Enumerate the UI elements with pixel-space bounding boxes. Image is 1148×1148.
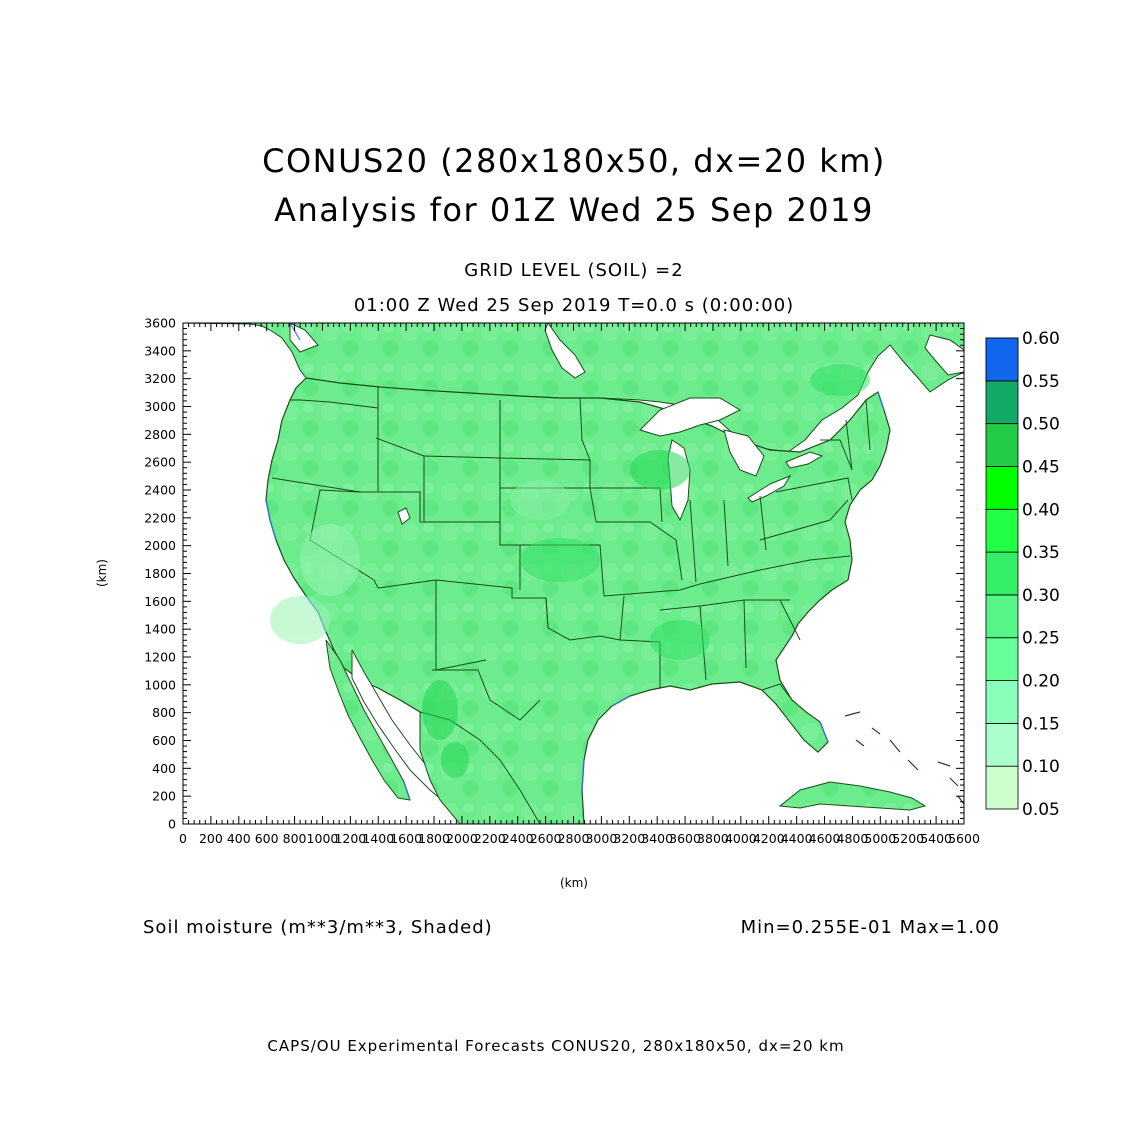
colorbar-label: 0.25 <box>1022 629 1060 649</box>
footer-credit: CAPS/OU Experimental Forecasts CONUS20, … <box>267 1037 844 1055</box>
lake-erie <box>747 474 792 503</box>
x-tick-label: 1400 <box>362 831 394 846</box>
colorbar: 0.05 0.10 0.15 0.20 0.25 0.30 0.35 0.40 0.45 0.50… <box>985 329 1060 820</box>
y-tick-label: 3000 <box>144 399 176 414</box>
y-tick-label: 800 <box>152 705 176 720</box>
mexico-land <box>419 711 541 824</box>
x-tick-label: 2600 <box>530 831 562 846</box>
colorbar-label: 0.15 <box>1022 714 1060 734</box>
min-max-label: Min=0.255E-01 Max=1.00 <box>741 917 1000 938</box>
x-tick-label: 5200 <box>892 831 924 846</box>
colorbar-label: 0.20 <box>1022 672 1060 692</box>
y-tick-label: 2200 <box>144 510 176 525</box>
colorbar-swatch <box>985 337 1019 382</box>
x-tick-label: 4400 <box>781 831 813 846</box>
x-tick-label: 1200 <box>334 831 366 846</box>
y-tick-label: 1800 <box>144 566 176 581</box>
moisture-patches <box>270 364 870 778</box>
y-tick-label: 3600 <box>144 316 176 331</box>
x-tick-label: 2800 <box>558 831 590 846</box>
baja-land <box>325 639 411 801</box>
x-tick-label: 0 <box>179 831 187 846</box>
colorbar-label: 0.45 <box>1022 457 1060 477</box>
y-axis-tick-labels: 0 200 400 600 800 1000 1200 1400 1600 1800 2000 220… <box>144 316 176 832</box>
x-tick-label: 1600 <box>390 831 422 846</box>
y-tick-label: 3400 <box>144 343 176 358</box>
lake-ontario <box>785 451 824 469</box>
colorbar-swatch <box>985 466 1019 510</box>
y-tick-label: 2400 <box>144 483 176 498</box>
colorbar-label: 0.40 <box>1022 500 1060 520</box>
y-tick-label: 2600 <box>144 455 176 470</box>
state-borders <box>271 387 871 721</box>
x-tick-label: 5400 <box>920 831 952 846</box>
colorbar-label: 0.55 <box>1022 372 1060 392</box>
x-tick-label: 200 <box>199 831 223 846</box>
x-tick-label: 3400 <box>641 831 673 846</box>
y-tick-label: 1400 <box>144 622 176 637</box>
y-tick-label: 2000 <box>144 538 176 553</box>
x-tick-label: 5000 <box>864 831 896 846</box>
axis-ticks <box>182 322 965 825</box>
lake-huron <box>723 429 765 477</box>
colorbar-label: 0.30 <box>1022 586 1060 606</box>
x-tick-label: 5600 <box>948 831 980 846</box>
subtitle-valid-time: 01:00 Z Wed 25 Sep 2019 T=0.0 s (0:00:00… <box>354 295 794 316</box>
y-tick-label: 3200 <box>144 371 176 386</box>
x-tick-label: 3800 <box>697 831 729 846</box>
y-tick-label: 1000 <box>144 677 176 692</box>
colorbar-swatch <box>985 423 1019 467</box>
x-tick-label: 3200 <box>613 831 645 846</box>
x-tick-label: 4600 <box>809 831 841 846</box>
x-tick-label: 4000 <box>725 831 757 846</box>
y-tick-label: 0 <box>168 817 176 832</box>
great-salt-lake <box>397 507 411 525</box>
x-tick-label: 600 <box>255 831 279 846</box>
colorbar-swatch <box>985 680 1019 724</box>
colorbar-label: 0.05 <box>1022 800 1060 820</box>
colorbar-label: 0.60 <box>1022 329 1060 349</box>
colorbar-label: 0.50 <box>1022 415 1060 435</box>
colorbar-swatch <box>985 380 1019 425</box>
bahamas-islands <box>844 711 964 805</box>
title-line-2: Analysis for 01Z Wed 25 Sep 2019 <box>274 191 874 229</box>
y-tick-label: 2800 <box>144 427 176 442</box>
x-tick-label: 2200 <box>474 831 506 846</box>
x-tick-label: 3600 <box>669 831 701 846</box>
x-tick-label: 1000 <box>307 831 339 846</box>
x-tick-label: 2400 <box>502 831 534 846</box>
y-tick-label: 1600 <box>144 594 176 609</box>
colorbar-swatch <box>985 765 1019 810</box>
y-tick-label: 1200 <box>144 650 176 665</box>
cuba-land <box>778 781 927 811</box>
map-plot-area <box>183 323 964 824</box>
colorbar-swatch <box>985 637 1019 681</box>
x-tick-label: 800 <box>283 831 307 846</box>
y-tick-label: 400 <box>152 761 176 776</box>
title-line-1: CONUS20 (280x180x50, dx=20 km) <box>262 142 886 180</box>
lake-superior <box>639 397 742 437</box>
x-axis-unit-label: (km) <box>560 876 588 890</box>
colorbar-swatch <box>985 508 1019 553</box>
colorbar-swatch <box>985 551 1019 596</box>
x-tick-label: 4200 <box>753 831 785 846</box>
y-tick-label: 200 <box>152 789 176 804</box>
x-tick-label: 4800 <box>837 831 869 846</box>
x-tick-label: 400 <box>227 831 251 846</box>
variable-label: Soil moisture (m**3/m**3, Shaded) <box>143 917 493 938</box>
subtitle-grid-level: GRID LEVEL (SOIL) =2 <box>464 260 683 281</box>
x-tick-label: 2000 <box>446 831 478 846</box>
colorbar-swatch <box>985 594 1019 639</box>
x-tick-label: 1800 <box>418 831 450 846</box>
y-tick-label: 600 <box>152 733 176 748</box>
colorbar-label: 0.10 <box>1022 757 1060 777</box>
y-axis-unit-label: (km) <box>95 559 109 587</box>
colorbar-swatch <box>985 722 1019 767</box>
x-axis-tick-labels: 0 200 400 600 800 100012001400160018002000220… <box>179 831 980 846</box>
colorbar-label: 0.35 <box>1022 543 1060 563</box>
x-tick-label: 3000 <box>585 831 617 846</box>
